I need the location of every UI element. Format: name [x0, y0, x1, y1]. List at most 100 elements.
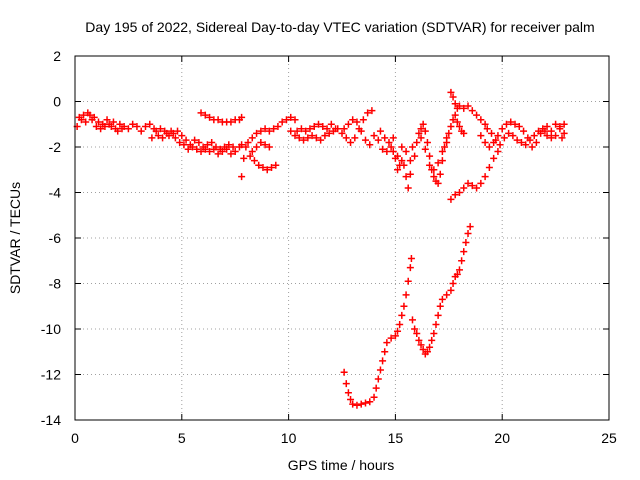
data-point: [129, 120, 137, 128]
data-point: [398, 311, 406, 319]
data-point: [394, 152, 402, 160]
data-point: [197, 109, 205, 117]
data-point: [381, 134, 389, 142]
y-tick-label: 0: [53, 94, 61, 110]
data-point: [357, 127, 365, 135]
data-point: [295, 134, 303, 142]
data-point: [447, 195, 455, 203]
data-point: [460, 248, 468, 256]
data-point: [159, 134, 167, 142]
data-point: [141, 123, 149, 131]
data-point: [261, 125, 269, 133]
data-point: [214, 116, 222, 124]
data-point: [428, 336, 436, 344]
data-point: [293, 127, 301, 135]
data-point: [481, 173, 489, 181]
data-point: [349, 400, 357, 408]
data-point: [242, 143, 250, 151]
data-point: [421, 127, 429, 135]
data-point: [366, 141, 374, 149]
y-tick-label: -6: [49, 230, 62, 246]
data-point: [466, 223, 474, 231]
data-point: [443, 138, 451, 146]
data-point: [92, 123, 100, 131]
data-point: [560, 129, 568, 137]
data-point: [201, 111, 209, 119]
data-point: [430, 330, 438, 338]
grid-lines: [75, 56, 609, 420]
data-point: [389, 148, 397, 156]
data-point: [257, 127, 265, 135]
data-point: [238, 113, 246, 121]
data-point: [407, 254, 415, 262]
data-point: [445, 129, 453, 137]
data-point: [257, 138, 265, 146]
y-tick-label: -8: [49, 276, 62, 292]
data-point: [165, 132, 173, 140]
data-point: [238, 173, 246, 181]
data-point: [323, 125, 331, 133]
data-point: [494, 132, 502, 140]
data-point: [413, 138, 421, 146]
data-point: [517, 138, 525, 146]
data-point: [400, 161, 408, 169]
data-point: [411, 152, 419, 160]
data-point: [402, 148, 410, 156]
data-point: [184, 145, 192, 153]
data-point: [402, 291, 410, 299]
data-point: [308, 132, 316, 140]
data-point: [558, 134, 566, 142]
data-point: [426, 161, 434, 169]
data-point: [473, 184, 481, 192]
data-point: [394, 166, 402, 174]
data-point: [351, 134, 359, 142]
data-point: [402, 173, 410, 181]
data-point: [498, 125, 506, 133]
data-point: [265, 127, 273, 135]
data-point: [423, 138, 431, 146]
data-point: [423, 348, 431, 356]
data-point: [88, 116, 96, 124]
data-point: [327, 120, 335, 128]
x-tick-label: 10: [281, 430, 297, 446]
data-point: [244, 138, 252, 146]
data-point: [400, 302, 408, 310]
data-point: [361, 136, 369, 144]
data-point: [477, 116, 485, 124]
data-point: [376, 366, 384, 374]
data-point: [383, 148, 391, 156]
data-point: [451, 191, 459, 199]
data-point: [408, 143, 416, 151]
data-point: [447, 123, 455, 131]
data-point: [353, 118, 361, 126]
data-point: [94, 118, 102, 126]
data-point: [451, 111, 459, 119]
data-point: [513, 136, 521, 144]
data-point: [453, 270, 461, 278]
data-point: [118, 125, 126, 133]
data-point: [178, 132, 186, 140]
data-point: [208, 138, 216, 146]
data-point: [357, 400, 365, 408]
data-point: [349, 116, 357, 124]
data-point: [522, 141, 530, 149]
data-point: [221, 143, 229, 151]
data-point: [212, 143, 220, 151]
data-point: [306, 125, 314, 133]
data-point: [274, 123, 282, 131]
data-point: [374, 136, 382, 144]
data-point: [105, 120, 113, 128]
chart-title: Day 195 of 2022, Sidereal Day-to-day VTE…: [85, 19, 594, 35]
data-point: [255, 161, 263, 169]
data-point: [180, 141, 188, 149]
data-point: [477, 179, 485, 187]
data-point: [315, 120, 323, 128]
data-point: [250, 157, 258, 165]
data-point: [270, 125, 278, 133]
data-point: [195, 138, 203, 146]
data-point: [541, 127, 549, 135]
data-point: [156, 125, 164, 133]
data-point: [419, 120, 427, 128]
data-point: [253, 143, 261, 151]
data-point: [287, 127, 295, 135]
